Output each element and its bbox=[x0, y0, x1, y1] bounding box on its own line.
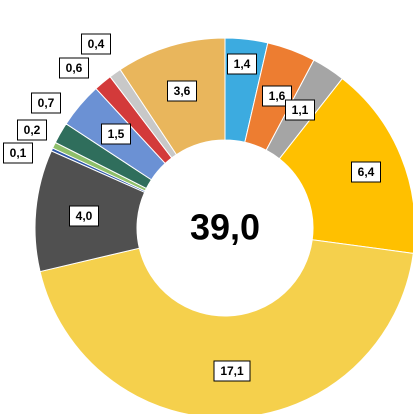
value-label: 0,6 bbox=[66, 61, 83, 75]
label-box bbox=[101, 123, 131, 145]
label-box bbox=[59, 57, 89, 79]
label-box bbox=[69, 205, 99, 227]
label-box bbox=[167, 80, 197, 102]
value-label: 1,1 bbox=[292, 103, 309, 117]
label-box bbox=[285, 99, 315, 121]
value-label: 4,0 bbox=[76, 209, 93, 223]
center-label: 39,0 bbox=[190, 207, 260, 248]
label-box bbox=[31, 92, 61, 114]
value-label: 6,4 bbox=[358, 165, 375, 179]
label-box bbox=[3, 142, 33, 164]
label-box bbox=[351, 161, 381, 183]
value-label: 1,6 bbox=[269, 89, 286, 103]
label-box bbox=[17, 119, 47, 141]
value-label: 0,7 bbox=[38, 96, 55, 110]
value-label: 0,4 bbox=[88, 37, 105, 51]
value-label: 17,1 bbox=[220, 364, 244, 378]
value-label: 0,2 bbox=[24, 123, 41, 137]
value-label: 1,5 bbox=[108, 127, 125, 141]
slice bbox=[39, 239, 413, 414]
value-label: 1,4 bbox=[234, 57, 251, 71]
label-box bbox=[227, 53, 257, 75]
label-box bbox=[213, 360, 251, 382]
slice bbox=[278, 77, 413, 254]
value-label: 3,6 bbox=[174, 84, 191, 98]
value-label: 0,1 bbox=[10, 146, 27, 160]
label-box bbox=[81, 33, 111, 55]
label-box bbox=[262, 85, 292, 107]
